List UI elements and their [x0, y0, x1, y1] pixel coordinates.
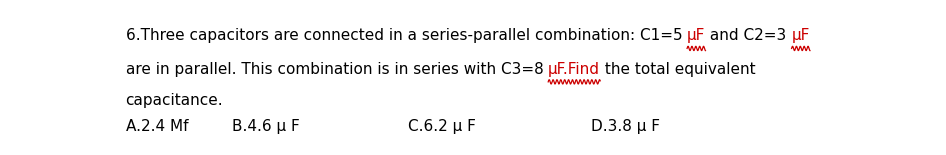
Text: the total equivalent: the total equivalent: [600, 62, 756, 77]
Text: 6.Three capacitors are connected in a series-parallel combination: C1=5: 6.Three capacitors are connected in a se…: [126, 28, 687, 43]
Text: are in parallel. This combination is in series with C3=8: are in parallel. This combination is in …: [126, 62, 548, 77]
Text: μF: μF: [792, 28, 810, 43]
Text: μF: μF: [687, 28, 706, 43]
Text: D.3.8 μ F: D.3.8 μ F: [591, 119, 660, 134]
Text: μF.Find: μF.Find: [548, 62, 600, 77]
Text: A.2.4 Mf: A.2.4 Mf: [126, 119, 188, 134]
Text: capacitance.: capacitance.: [126, 93, 223, 108]
Text: B.4.6 μ F: B.4.6 μ F: [232, 119, 300, 134]
Text: C.6.2 μ F: C.6.2 μ F: [408, 119, 476, 134]
Text: and C2=3: and C2=3: [706, 28, 792, 43]
